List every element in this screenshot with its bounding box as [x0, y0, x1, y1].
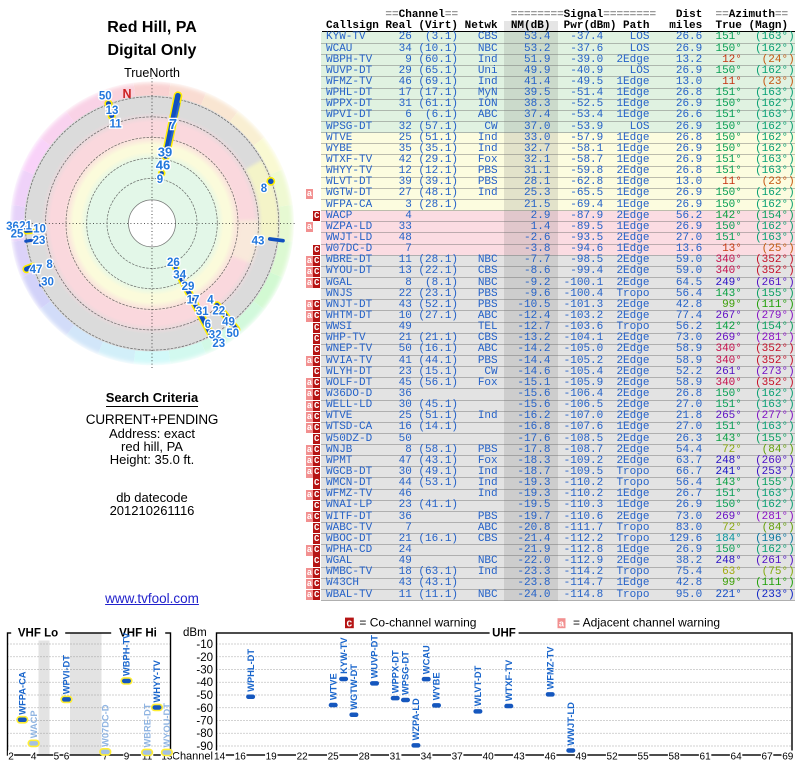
- svg-text:21: 21: [19, 221, 32, 233]
- svg-text:11: 11: [110, 119, 123, 131]
- svg-text:43: 43: [514, 752, 526, 763]
- svg-text:61: 61: [700, 752, 712, 763]
- svg-text:WUVP-DT: WUVP-DT: [370, 635, 380, 679]
- svg-text:-50: -50: [196, 690, 213, 702]
- svg-text:-70: -70: [196, 716, 213, 728]
- svg-text:WPHL-DT: WPHL-DT: [246, 649, 256, 692]
- svg-text:39: 39: [158, 145, 172, 160]
- svg-text:WACP: WACP: [29, 710, 39, 738]
- svg-text:13: 13: [106, 105, 119, 117]
- svg-text:25: 25: [11, 229, 24, 241]
- svg-text:WYOU-DT: WYOU-DT: [162, 703, 172, 748]
- svg-text:WGTW-DT: WGTW-DT: [349, 664, 359, 710]
- svg-text:WYBE: WYBE: [432, 672, 442, 700]
- svg-text:34: 34: [173, 269, 186, 281]
- svg-text:WPSG-DT: WPSG-DT: [401, 651, 411, 695]
- svg-text:WFPA-CA: WFPA-CA: [18, 671, 28, 714]
- svg-text:13: 13: [161, 752, 173, 763]
- svg-text:5: 5: [54, 752, 60, 763]
- svg-text:7: 7: [103, 752, 109, 763]
- svg-text:8: 8: [46, 259, 53, 271]
- svg-text:16: 16: [235, 752, 247, 763]
- svg-text:-80: -80: [196, 728, 213, 740]
- svg-text:VHF Lo: VHF Lo: [18, 628, 58, 640]
- svg-text:22: 22: [297, 752, 309, 763]
- svg-text:31: 31: [390, 752, 402, 763]
- svg-text:4: 4: [207, 294, 214, 306]
- svg-text:26: 26: [167, 257, 180, 269]
- svg-text:34: 34: [421, 752, 433, 763]
- svg-text:WZPA-LD: WZPA-LD: [411, 698, 421, 740]
- svg-text:10: 10: [33, 223, 46, 235]
- svg-text:WBRE-DT: WBRE-DT: [142, 703, 152, 747]
- svg-text:49: 49: [222, 317, 235, 329]
- svg-text:-90: -90: [196, 741, 213, 753]
- svg-text:9: 9: [157, 174, 163, 186]
- svg-text:49: 49: [576, 752, 588, 763]
- svg-text:14: 14: [214, 752, 226, 763]
- svg-text:-40: -40: [196, 677, 213, 689]
- svg-text:WWJT-LD: WWJT-LD: [566, 702, 576, 746]
- svg-text:23: 23: [33, 235, 46, 247]
- svg-text:32: 32: [209, 330, 222, 342]
- svg-text:UHF: UHF: [492, 628, 516, 640]
- svg-text:46: 46: [156, 158, 170, 173]
- svg-text:a: a: [559, 618, 565, 629]
- svg-text:WTVE: WTVE: [328, 673, 338, 700]
- svg-text:28: 28: [359, 752, 371, 763]
- svg-text:6: 6: [205, 319, 211, 331]
- svg-text:7: 7: [169, 117, 177, 133]
- svg-text:-20: -20: [196, 652, 213, 664]
- svg-text:25: 25: [328, 752, 340, 763]
- svg-text:52: 52: [607, 752, 619, 763]
- svg-text:47: 47: [30, 264, 43, 276]
- svg-text:50: 50: [226, 328, 239, 340]
- svg-text:WPVI-DT: WPVI-DT: [62, 655, 72, 695]
- svg-text:= Adjacent channel warning: = Adjacent channel warning: [573, 616, 720, 630]
- svg-text:64: 64: [731, 752, 743, 763]
- svg-text:55: 55: [638, 752, 650, 763]
- svg-text:58: 58: [669, 752, 681, 763]
- svg-text:WTXF-TV: WTXF-TV: [504, 659, 514, 701]
- svg-text:37: 37: [452, 752, 464, 763]
- svg-text:8: 8: [261, 183, 268, 195]
- svg-text:WLVT-DT: WLVT-DT: [473, 665, 483, 706]
- svg-text:43: 43: [252, 236, 265, 248]
- svg-text:VHF Hi: VHF Hi: [119, 628, 157, 640]
- svg-text:17: 17: [187, 294, 200, 306]
- svg-text:19: 19: [266, 752, 278, 763]
- svg-text:22: 22: [212, 306, 225, 318]
- svg-text:WPPX-DT: WPPX-DT: [390, 650, 400, 693]
- svg-text:2: 2: [8, 752, 14, 763]
- svg-text:KYW-TV: KYW-TV: [339, 637, 349, 674]
- svg-text:dBm: dBm: [183, 627, 207, 639]
- svg-text:WFMZ-TV: WFMZ-TV: [545, 646, 555, 690]
- svg-text:Channel: Channel: [172, 751, 213, 763]
- svg-text:50: 50: [99, 91, 112, 103]
- svg-text:40: 40: [483, 752, 495, 763]
- svg-text:WBPH-TV: WBPH-TV: [122, 632, 132, 676]
- svg-text:6: 6: [64, 752, 70, 763]
- svg-text:23: 23: [212, 338, 225, 350]
- svg-text:11: 11: [142, 752, 153, 763]
- svg-text:WCAU: WCAU: [421, 645, 431, 674]
- svg-text:67: 67: [762, 752, 774, 763]
- svg-text:29: 29: [182, 281, 195, 293]
- svg-text:69: 69: [782, 752, 794, 763]
- svg-text:46: 46: [545, 752, 557, 763]
- svg-text:30: 30: [41, 277, 54, 289]
- svg-text:= Co-channel warning: = Co-channel warning: [359, 616, 476, 630]
- svg-text:W07DC-D: W07DC-D: [101, 704, 111, 747]
- svg-text:-10: -10: [196, 639, 213, 651]
- svg-text:9: 9: [124, 752, 130, 763]
- svg-text:-30: -30: [196, 665, 213, 677]
- svg-text:31: 31: [196, 306, 209, 318]
- svg-text:4: 4: [31, 752, 37, 763]
- svg-text:C: C: [347, 618, 353, 629]
- svg-text:-60: -60: [196, 703, 213, 715]
- svg-text:WHYY-TV: WHYY-TV: [152, 659, 162, 702]
- svg-text:36: 36: [6, 221, 19, 233]
